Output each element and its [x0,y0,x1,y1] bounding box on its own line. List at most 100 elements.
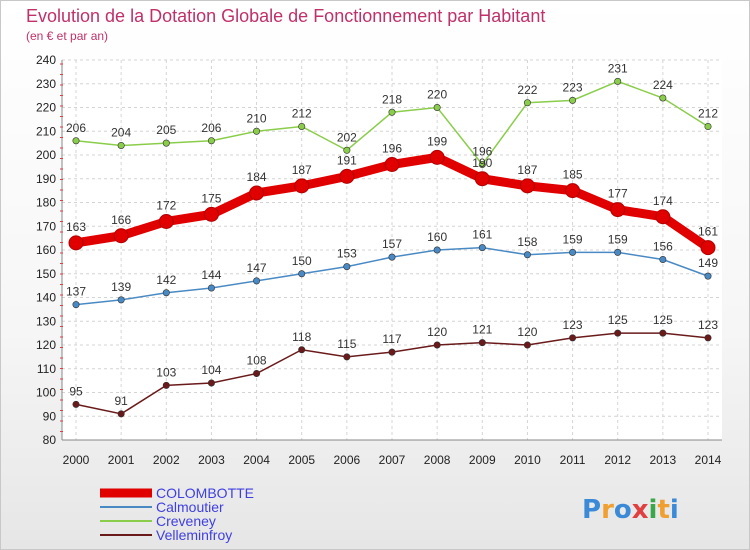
data-point [433,341,441,349]
legend-label: Calmoutier [156,499,224,515]
data-point [610,202,626,218]
data-label: 115 [337,337,356,351]
y-tick-label: 230 [36,77,56,91]
data-point [117,142,125,150]
data-point [478,161,486,169]
data-point [523,99,531,107]
data-point [68,235,84,251]
logo-letter: x [632,495,649,525]
data-point [158,214,174,229]
data-label: 161 [472,228,492,242]
series-velleminfroy [72,329,712,418]
data-point [113,228,129,244]
data-label: 118 [292,330,311,344]
data-label: 95 [69,384,83,398]
data-label: 125 [653,313,673,327]
y-tick-label: 220 [36,101,56,115]
x-tick-label: 2004 [243,453,270,467]
series-calmoutier [72,244,712,309]
x-tick-label: 2013 [650,453,677,467]
x-tick-label: 2006 [334,453,361,467]
data-point [343,263,351,271]
data-label: 196 [472,145,492,159]
x-tick-label: 2002 [153,453,180,467]
data-label: 137 [66,285,86,299]
data-label: 147 [247,261,267,275]
x-tick-label: 2014 [695,453,722,467]
data-point [253,127,261,135]
data-label: 205 [156,123,176,137]
data-label: 224 [653,78,673,92]
series-layer [68,77,716,418]
data-point [72,400,80,408]
data-label: 120 [517,325,537,339]
data-point [700,240,716,256]
data-point [433,104,441,112]
data-label: 161 [698,225,718,239]
data-label: 156 [653,240,673,254]
data-label: 108 [247,354,267,368]
data-label: 159 [563,232,583,246]
data-label: 187 [517,163,537,177]
grid-layer [62,59,722,441]
legend-label: COLOMBOTTE [156,485,254,501]
y-tick-label: 180 [36,196,56,210]
logo-letter: o [614,495,632,525]
data-label: 190 [472,156,492,170]
data-point [659,329,667,337]
y-tick-label: 210 [36,124,56,138]
y-tick-label: 110 [37,362,56,376]
data-label: 212 [698,107,718,121]
data-label: 104 [201,363,221,377]
logo-letter: r [601,495,614,525]
x-tick-label: 2012 [604,453,631,467]
data-label: 157 [382,237,402,251]
data-label: 163 [66,220,86,234]
y-tick-label: 120 [36,338,56,352]
data-label: 149 [698,256,718,270]
y-tick-label: 80 [43,433,57,447]
data-point [659,255,667,263]
x-tick-label: 2005 [288,453,315,467]
data-point [207,379,215,387]
data-label: 206 [201,121,221,135]
data-point [519,178,535,194]
chart-title: Evolution de la Dotation Globale de Fonc… [26,6,545,26]
y-tick-label: 150 [36,267,56,281]
data-label: 204 [111,126,131,140]
proxiti-logo: Proxiti [582,495,679,525]
y-tick-label: 190 [36,172,56,186]
data-point [343,353,351,361]
data-point [433,246,441,254]
series-creveney [72,77,712,169]
data-point [298,346,306,354]
data-point [384,157,400,172]
data-point [569,334,577,342]
data-label: 123 [563,318,583,332]
data-point [388,348,396,356]
data-point [478,244,486,252]
data-point [117,410,125,418]
data-label: 218 [382,92,402,106]
data-label: 159 [608,232,628,246]
x-tick-label: 2011 [560,453,586,467]
data-label: 187 [292,163,312,177]
y-tick-label: 140 [36,291,56,305]
data-point [162,139,170,147]
x-tick-label: 2010 [514,453,541,467]
data-point [203,206,219,222]
data-label: 117 [382,332,401,346]
data-point [614,77,622,85]
data-point [429,149,445,165]
y-tick-label: 130 [36,314,56,328]
data-point [249,185,265,201]
y-tick-label: 100 [36,386,56,400]
x-tick-label: 2001 [108,453,135,467]
y-tick-label: 240 [36,53,56,67]
y-tick-label: 170 [36,219,56,233]
data-point [253,369,261,377]
data-label: 220 [427,88,447,102]
data-point [523,341,531,349]
